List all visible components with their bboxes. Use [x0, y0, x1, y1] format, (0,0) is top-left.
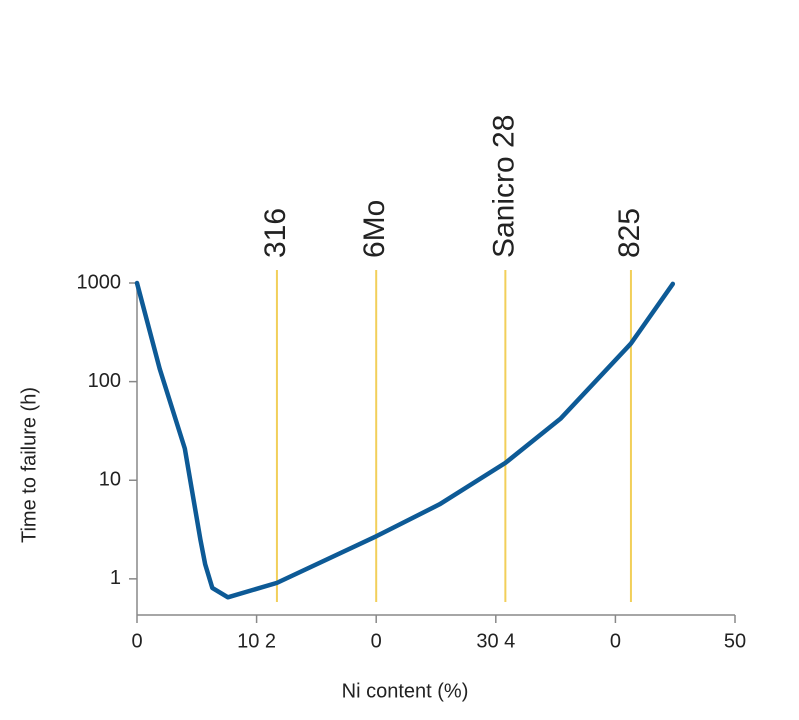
x-tick-label: 10 2: [237, 630, 276, 652]
reference-label: 6Mo: [358, 200, 391, 258]
y-tick-label: 1: [110, 567, 121, 589]
x-tick-label: 0: [610, 630, 621, 652]
y-tick-label: 1000: [77, 271, 122, 293]
data-line: [134, 280, 676, 600]
x-axis-title: Ni content (%): [342, 680, 469, 702]
reference-label: 825: [613, 208, 646, 258]
x-tick-label: 30 4: [476, 630, 515, 652]
y-tick-label: 10: [99, 469, 121, 491]
reference-label: Sanicro 28: [487, 115, 520, 258]
x-tick-label: 0: [131, 630, 142, 652]
x-tick-label: 0: [371, 630, 382, 652]
y-axis-title: Time to failure (h): [18, 387, 40, 543]
x-tick-label: 50: [724, 630, 746, 652]
reference-label: 316: [259, 208, 292, 258]
y-tick-label: 100: [88, 370, 121, 392]
